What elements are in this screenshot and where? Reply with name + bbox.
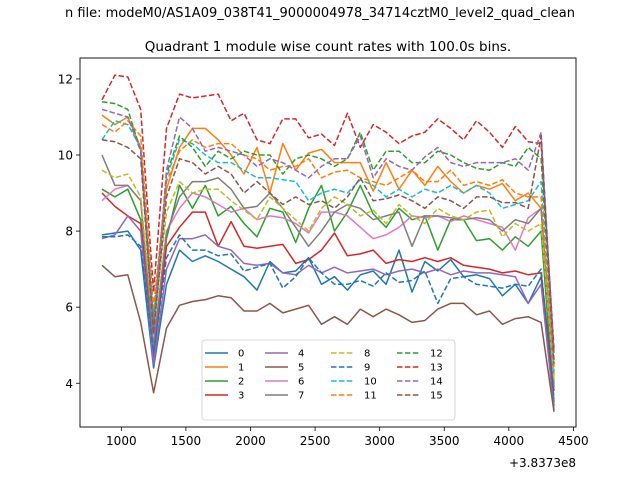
x-tick-label: 4500: [558, 434, 589, 448]
y-tick-label: 10: [58, 149, 73, 163]
legend-label-6: 6: [298, 377, 304, 388]
legend-label-2: 2: [238, 377, 244, 388]
legend-label-12: 12: [430, 349, 443, 360]
x-tick-label: 1000: [106, 434, 137, 448]
legend-label-7: 7: [298, 391, 304, 402]
y-axis: 4 6 8 10 12: [58, 72, 80, 391]
legend-box: [201, 339, 456, 421]
x-tick-label: 2500: [300, 434, 331, 448]
series-line-8: [101, 169, 555, 380]
series-line-14: [101, 108, 555, 353]
series-line-11: [101, 120, 555, 369]
chart-title: Quadrant 1 module wise count rates with …: [145, 39, 511, 55]
series-line-10: [101, 120, 555, 372]
x-tick-label: 4000: [494, 434, 525, 448]
series-line-2: [101, 184, 555, 403]
x-tick-label: 1500: [171, 434, 202, 448]
y-tick-label: 8: [65, 225, 73, 239]
series-line-15: [101, 135, 555, 365]
legend-label-15: 15: [430, 391, 443, 402]
legend-label-4: 4: [298, 349, 304, 360]
legend-label-8: 8: [364, 349, 370, 360]
y-tick-label: 4: [65, 377, 73, 391]
series-line-4: [101, 215, 555, 410]
legend-label-11: 11: [364, 391, 377, 402]
legend-label-3: 3: [238, 391, 244, 402]
figure-suptitle: n file: modeM0/AS1A09_038T41_9000004978_…: [65, 6, 575, 21]
legend-label-1: 1: [238, 363, 244, 374]
legend-label-13: 13: [430, 363, 443, 374]
legend-label-0: 0: [238, 349, 244, 360]
y-tick-label: 12: [58, 72, 73, 86]
series-line-3: [101, 192, 555, 391]
legend-label-5: 5: [298, 363, 304, 374]
plot-lines: [101, 74, 555, 412]
series-line-7: [101, 154, 555, 388]
y-tick-label: 6: [65, 301, 73, 315]
series-line-13: [101, 74, 555, 350]
x-offset-text: +3.8373e8: [509, 456, 576, 470]
legend-label-14: 14: [430, 377, 443, 388]
series-line-0: [101, 230, 555, 407]
plot-frame: [79, 57, 577, 428]
x-tick-label: 3500: [429, 434, 460, 448]
x-tick-label: 2000: [235, 434, 266, 448]
x-tick-label: 3000: [364, 434, 395, 448]
series-line-9: [102, 234, 555, 399]
legend-label-10: 10: [364, 377, 377, 388]
legend-label-9: 9: [364, 363, 370, 374]
series-line-6: [101, 184, 555, 384]
x-axis: 1000 1500 2000 2500 3000 3500 4000 4500: [106, 427, 589, 448]
series-line-5: [101, 264, 555, 412]
